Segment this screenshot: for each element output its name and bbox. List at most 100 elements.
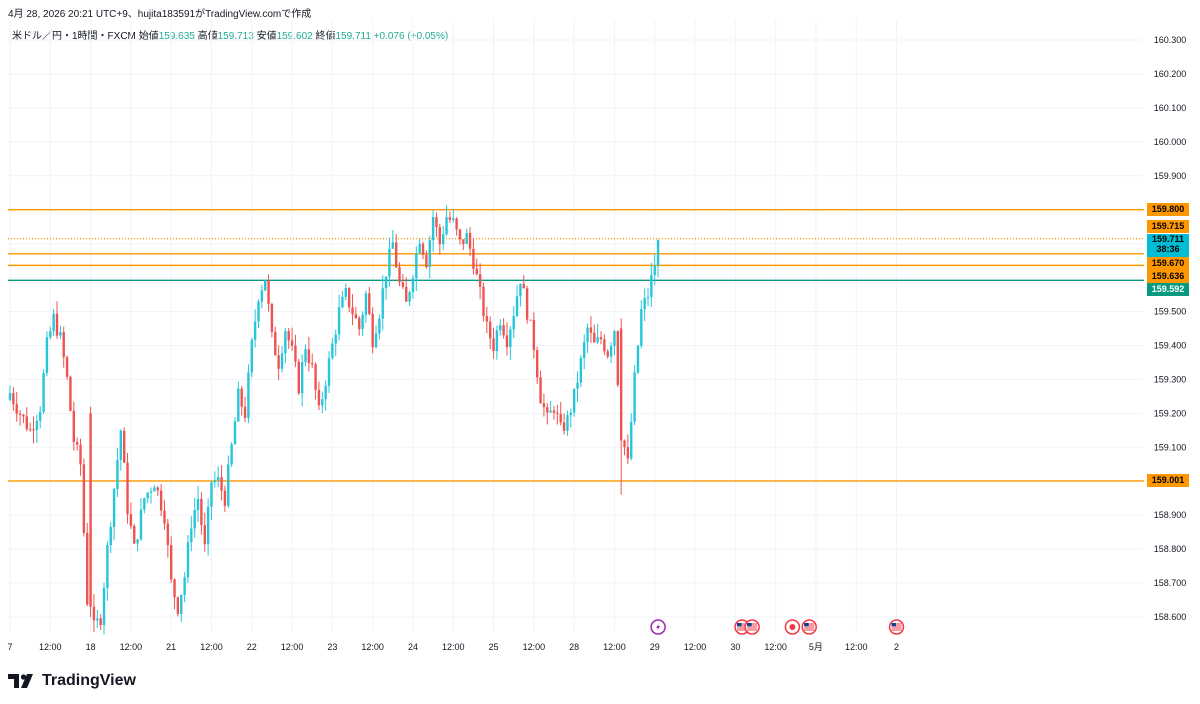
candle-body [650, 275, 653, 298]
candle-body [633, 372, 636, 422]
price-tick-label: 159.100 [1154, 442, 1187, 452]
close-label: 終値 [315, 31, 336, 42]
candle-body [82, 464, 86, 533]
candle-body [583, 342, 586, 359]
candle-body [341, 296, 344, 308]
time-tick-label: 5月 [809, 642, 823, 652]
price-tick-label: 158.800 [1154, 544, 1187, 554]
event-markers[interactable] [650, 619, 905, 635]
time-tick-label: 21 [166, 642, 176, 652]
us-flag-icon [888, 619, 905, 635]
candle-body [529, 319, 532, 321]
time-axis[interactable]: 7 12:00 18 12:00 21 12:00 22 12:00 23 12:00 24 12:0… [7, 642, 899, 652]
candle-body [304, 349, 307, 363]
price-tick-label: 160.100 [1154, 103, 1187, 113]
time-tick-label: 12:00 [39, 642, 62, 652]
candle-body [321, 399, 324, 406]
candle-body [264, 280, 267, 291]
candle-body [122, 430, 126, 463]
time-tick-label: 12:00 [200, 642, 223, 652]
candle-body [428, 240, 431, 268]
time-tick-label: 12:00 [684, 642, 707, 652]
time-tick-label: 22 [247, 642, 257, 652]
price-label-teal: 159.592 [1147, 283, 1189, 296]
price-tick-label: 158.700 [1154, 578, 1187, 588]
price-label-level: 159.800 [1147, 203, 1189, 217]
candle-body [361, 314, 364, 330]
current-price-value: 159.711 [1151, 233, 1185, 244]
candle-body [186, 542, 190, 578]
candle-body [210, 482, 213, 507]
tradingview-logo-icon [8, 674, 33, 688]
candle-body [552, 410, 556, 413]
us-flag-icon [801, 619, 817, 635]
candle-body [351, 307, 354, 315]
us-flag-icon [744, 619, 760, 635]
candle-body [216, 476, 220, 481]
candle-body [176, 597, 180, 614]
candle-body [65, 357, 69, 377]
tradingview-logo[interactable]: TradingView [8, 672, 136, 690]
candle-body [371, 313, 374, 348]
price-label-level: 159.001 [1147, 474, 1189, 488]
time-tick-label: 30 [730, 642, 740, 652]
price-label-current: 159.711 38:36 [1147, 233, 1189, 257]
candle-body [257, 301, 260, 322]
candle-body [173, 579, 176, 598]
candle-body [42, 373, 45, 412]
candle-body [549, 410, 552, 413]
candle-body [290, 340, 294, 346]
lightning-icon [650, 619, 666, 635]
horizontal-levels[interactable] [8, 209, 1144, 482]
candle-body [334, 334, 337, 344]
candle-body [495, 330, 499, 352]
symbol-name[interactable]: 米ドル／円・1時間・FXCM [12, 31, 136, 42]
candle-body [28, 429, 32, 431]
candle-body [190, 528, 193, 543]
time-tick-label: 12:00 [603, 642, 626, 652]
snapshot-timestamp: 4月 28, 2026 20:21 UTC+9、hujita183591がTra… [8, 9, 312, 20]
us-flag-icon-canton [891, 623, 897, 627]
candle-body [596, 337, 599, 343]
time-tick-label: 25 [489, 642, 499, 652]
candle-body [32, 429, 35, 431]
price-tick-label: 159.200 [1154, 408, 1187, 418]
candle-body [643, 298, 646, 310]
low-label: 安値 [256, 31, 277, 42]
candle-body [646, 297, 650, 299]
candle-body [653, 265, 656, 276]
candle-body [492, 338, 495, 352]
candle-body [253, 321, 257, 340]
price-tick-label: 159.400 [1154, 340, 1187, 350]
candle-body [146, 492, 149, 499]
candle-body [213, 480, 217, 483]
candle-body [368, 293, 371, 314]
candle-body [327, 358, 331, 386]
price-tick-label: 159.500 [1154, 307, 1187, 317]
candle-body [485, 316, 489, 322]
candle-body [640, 309, 643, 346]
close-value: 159.711 [335, 31, 371, 42]
us-flag-icon-stripe [747, 625, 758, 627]
us-flag-icon-stripe [804, 627, 815, 629]
candle-body [415, 253, 418, 279]
candle-body [169, 545, 173, 580]
candle-body [488, 321, 492, 339]
price-axis[interactable]: 160.300160.200160.100160.000159.900159.8… [1154, 35, 1187, 622]
candle-body [455, 218, 458, 230]
candle-body [12, 393, 15, 405]
red-dot-icon [784, 619, 801, 635]
candle-body [69, 376, 72, 411]
candle-body [45, 337, 49, 374]
candle-body [358, 318, 361, 330]
candle-body [499, 325, 502, 331]
candle-body [401, 282, 405, 287]
us-flag-icon-stripe [747, 629, 758, 631]
candle-body [599, 337, 603, 340]
candle-body [89, 413, 92, 607]
candle-body [606, 351, 609, 357]
candle-body [203, 525, 206, 545]
us-flag-icon-canton [737, 623, 742, 627]
candle-body [96, 618, 99, 621]
